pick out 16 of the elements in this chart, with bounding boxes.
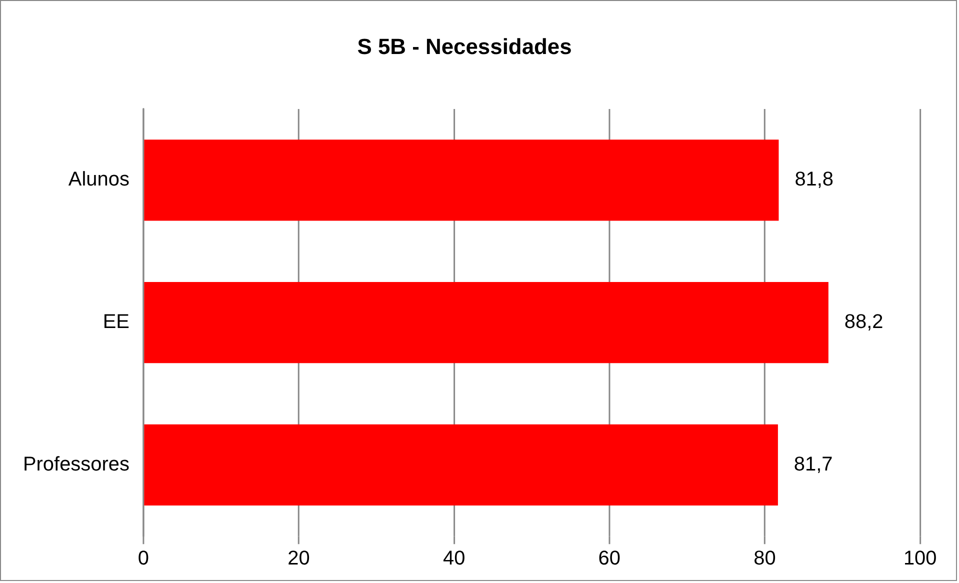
data-label: 88,2 bbox=[844, 311, 884, 334]
y-tick-label: Alunos bbox=[68, 168, 130, 191]
bar bbox=[144, 424, 778, 506]
data-label: 81,7 bbox=[794, 453, 833, 476]
x-tick-label: 0 bbox=[138, 548, 149, 570]
chart-title: S 5B - Necessidades bbox=[357, 34, 572, 60]
data-label: 81,8 bbox=[794, 168, 834, 191]
bar bbox=[144, 140, 779, 221]
x-tick-label: 80 bbox=[754, 548, 776, 570]
x-tick-label: 100 bbox=[903, 548, 937, 570]
y-tick-label: EE bbox=[102, 311, 130, 334]
bar bbox=[144, 282, 828, 364]
x-tick-label: 60 bbox=[598, 548, 621, 570]
y-tick-label: Professores bbox=[22, 453, 130, 476]
x-tick-label: 40 bbox=[442, 548, 466, 570]
x-tick-label: 20 bbox=[288, 548, 310, 570]
